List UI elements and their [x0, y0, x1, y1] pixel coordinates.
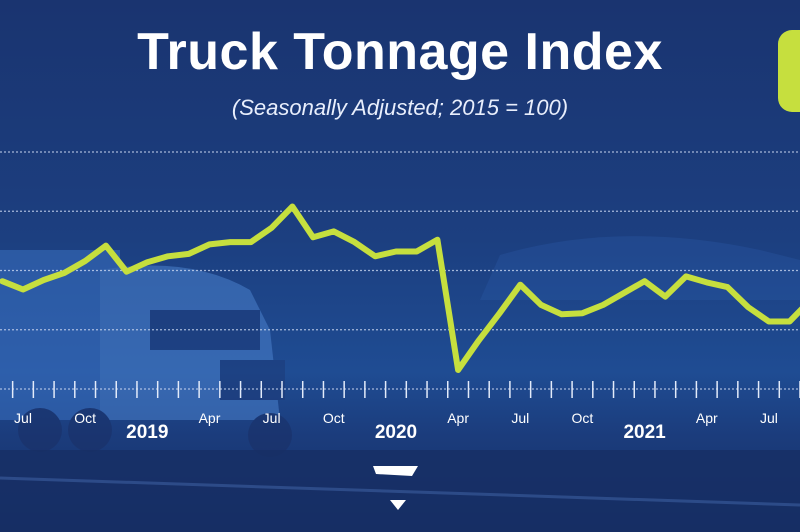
x-tick-label: Apr	[447, 410, 469, 426]
x-year-label: 2019	[126, 422, 168, 443]
x-tick-label: Oct	[74, 410, 96, 426]
x-tick-label: Apr	[696, 410, 718, 426]
x-tick-label: Apr	[199, 410, 221, 426]
x-year-label: 2020	[375, 422, 417, 443]
x-tick-label: Jul	[760, 410, 778, 426]
ata-logo-icon	[373, 466, 418, 510]
ata-logo	[368, 462, 428, 512]
x-tick-label: Oct	[572, 410, 594, 426]
green-badge	[778, 30, 800, 112]
x-tick-label: Oct	[323, 410, 345, 426]
x-tick-label: Jul	[511, 410, 529, 426]
road-line	[0, 476, 800, 507]
x-tick-label: Jul	[263, 410, 281, 426]
series-line	[0, 203, 800, 373]
x-tick-label: Jul	[14, 410, 32, 426]
chart-title: Truck Tonnage Index	[137, 23, 663, 81]
chart-subtitle: (Seasonally Adjusted; 2015 = 100)	[231, 95, 569, 120]
x-year-label: 2021	[623, 422, 666, 443]
